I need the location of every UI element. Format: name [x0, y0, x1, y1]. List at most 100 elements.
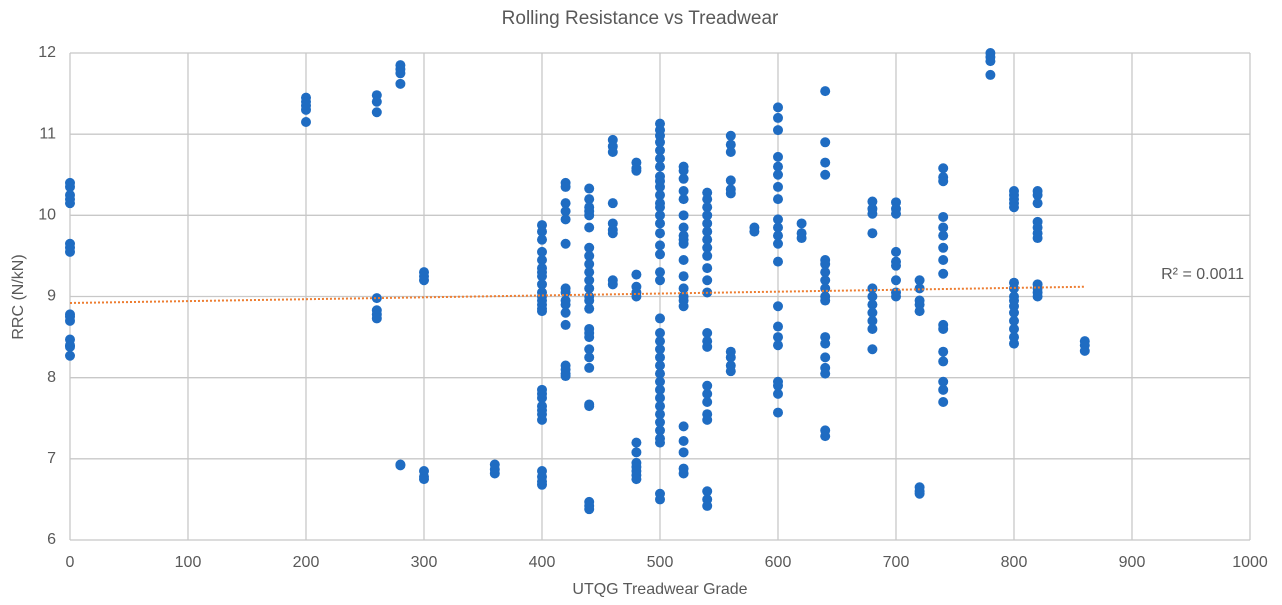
- point: [773, 256, 783, 267]
- point: [584, 362, 595, 373]
- point: [584, 332, 595, 343]
- point: [702, 328, 713, 339]
- point: [725, 130, 736, 141]
- point: [560, 214, 571, 225]
- point: [560, 371, 571, 382]
- point: [773, 332, 783, 343]
- point: [725, 188, 736, 199]
- point: [820, 352, 831, 363]
- point: [678, 301, 689, 312]
- point: [938, 376, 949, 387]
- point: [820, 137, 831, 148]
- x-tick-label: 600: [765, 554, 792, 571]
- point: [65, 350, 75, 361]
- point: [301, 116, 311, 127]
- point: [891, 246, 901, 257]
- point: [395, 68, 406, 79]
- point: [796, 233, 807, 244]
- point: [655, 275, 665, 286]
- point: [773, 169, 783, 180]
- point: [820, 338, 831, 349]
- point: [773, 112, 783, 123]
- point: [607, 228, 618, 239]
- point: [584, 194, 595, 205]
- point: [938, 384, 949, 395]
- trendline-label: R² = 0.0011: [1161, 266, 1244, 283]
- point: [891, 275, 901, 286]
- point: [371, 313, 382, 324]
- y-tick-label: 11: [39, 125, 56, 142]
- point: [607, 147, 618, 158]
- point: [773, 238, 783, 249]
- y-tick-label: 9: [47, 288, 56, 305]
- point: [65, 181, 75, 192]
- point: [1032, 190, 1043, 201]
- point: [773, 340, 783, 351]
- x-tick-label: 1000: [1232, 554, 1268, 571]
- point: [678, 222, 689, 233]
- point: [537, 246, 547, 257]
- point: [655, 368, 665, 379]
- point: [773, 380, 783, 391]
- point: [702, 210, 713, 221]
- point: [773, 301, 783, 312]
- point: [702, 275, 713, 286]
- point: [938, 242, 949, 253]
- x-tick-label: 800: [1001, 554, 1028, 571]
- point: [938, 356, 949, 367]
- point: [584, 222, 595, 233]
- point: [938, 230, 949, 241]
- point: [537, 306, 547, 317]
- point: [631, 165, 642, 176]
- point: [537, 392, 547, 403]
- point: [678, 210, 689, 221]
- point: [678, 421, 689, 432]
- y-axis-label: RRC (N/kN): [10, 254, 27, 339]
- point: [820, 157, 831, 168]
- point: [1009, 323, 1019, 334]
- point: [655, 384, 665, 395]
- point: [820, 368, 831, 379]
- point: [678, 435, 689, 446]
- point: [938, 163, 949, 174]
- point: [560, 206, 571, 217]
- point: [678, 173, 689, 184]
- point: [655, 494, 665, 505]
- point: [631, 437, 642, 448]
- point: [891, 260, 901, 271]
- point: [796, 218, 807, 229]
- point: [631, 447, 642, 458]
- chart-title: Rolling Resistance vs Treadwear: [502, 8, 779, 29]
- point: [725, 366, 736, 377]
- point: [773, 407, 783, 418]
- point: [655, 153, 665, 164]
- point: [607, 279, 618, 290]
- point: [867, 344, 878, 355]
- x-tick-label: 100: [175, 554, 202, 571]
- x-tick-label: 700: [883, 554, 910, 571]
- point: [867, 196, 878, 207]
- point: [938, 397, 949, 408]
- x-tick-label: 200: [293, 554, 320, 571]
- point: [1079, 345, 1090, 356]
- point: [584, 250, 595, 261]
- point: [773, 151, 783, 162]
- point: [584, 267, 595, 278]
- point: [655, 392, 665, 403]
- point: [560, 198, 571, 209]
- point: [584, 352, 595, 363]
- point: [702, 242, 713, 253]
- point: [1009, 315, 1019, 326]
- point: [537, 254, 547, 265]
- x-tick-label: 0: [66, 554, 75, 571]
- point: [655, 210, 665, 221]
- point: [584, 242, 595, 253]
- point: [678, 238, 689, 249]
- x-tick-label: 500: [647, 554, 674, 571]
- point: [65, 198, 75, 209]
- point: [820, 169, 831, 180]
- point: [702, 500, 713, 511]
- point: [678, 185, 689, 196]
- point: [655, 137, 665, 148]
